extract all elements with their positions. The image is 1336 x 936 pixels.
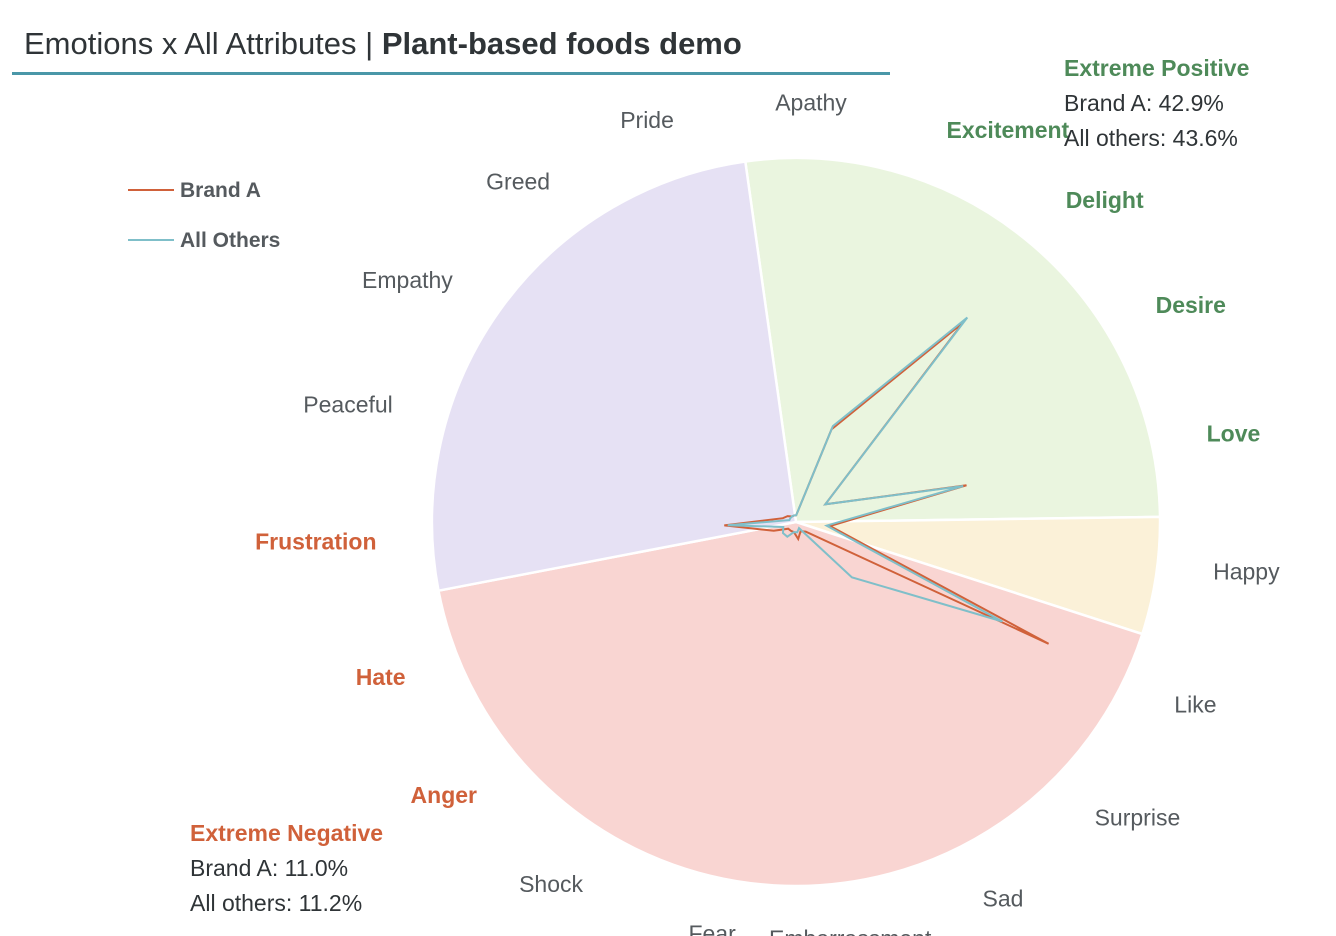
annotation-line-extreme-positive: Brand A: 42.9% [1064,90,1224,116]
category-label-greed: Greed [486,169,550,195]
annotation-title-extreme-positive: Extreme Positive [1064,55,1249,81]
category-label-surprise: Surprise [1095,804,1181,830]
annotation-line-extreme-negative: Brand A: 11.0% [190,855,348,881]
legend: Brand A All Others [128,179,280,252]
pie-slice-extreme-positive [743,156,1162,524]
annotation-line-extreme-negative: All others: 11.2% [190,890,362,916]
category-labels: Excitement Delight Desire Love Happy Like Surp… [255,89,1280,936]
category-label-sad: Sad [983,885,1024,911]
category-label-love: Love [1207,421,1261,447]
category-label-apathy: Apathy [775,89,847,115]
category-label-empathy: Empathy [362,267,453,293]
chart-title: Emotions x All Attributes | Plant-based … [24,26,742,62]
category-label-hate: Hate [356,664,406,690]
category-label-excitement: Excitement [947,117,1070,143]
category-label-pride: Pride [620,107,674,133]
category-label-shock: Shock [519,871,583,897]
title-underline [12,72,890,75]
category-label-fear: Fear [688,921,736,936]
category-label-embarrassment: Embarrassment [769,926,932,936]
category-label-anger: Anger [411,782,478,808]
annotations: Extreme Positive Brand A: 42.9% All others… [190,55,1249,916]
category-label-happy: Happy [1213,559,1280,585]
chart-title-regular: Emotions x All Attributes | [24,26,382,61]
category-label-peaceful: Peaceful [303,391,393,417]
category-label-delight: Delight [1066,187,1144,213]
category-label-like: Like [1174,691,1216,717]
pie-slice-neutral [430,160,798,593]
category-label-desire: Desire [1156,292,1226,318]
radar-line-all-others [727,316,1003,623]
pie-background [430,156,1162,888]
category-label-frustration: Frustration [255,529,376,555]
annotation-title-extreme-negative: Extreme Negative [190,820,383,846]
legend-label-brand-a: Brand A [180,179,261,202]
annotation-line-extreme-positive: All others: 43.6% [1064,125,1238,151]
pie-slice-negative [437,520,1144,888]
legend-label-all-others: All Others [180,229,280,252]
radar-series [724,316,1050,645]
chart-title-bold: Plant-based foods demo [381,26,742,61]
